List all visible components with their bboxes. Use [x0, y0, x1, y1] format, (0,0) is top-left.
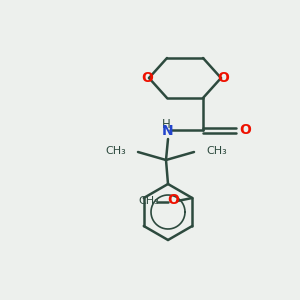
Text: O: O	[217, 71, 229, 85]
Text: CH₃: CH₃	[139, 196, 160, 206]
Text: CH₃: CH₃	[105, 146, 126, 156]
Text: O: O	[239, 123, 251, 137]
Text: O: O	[141, 71, 153, 85]
Text: H: H	[162, 118, 170, 130]
Text: N: N	[162, 124, 174, 138]
Text: CH₃: CH₃	[206, 146, 227, 156]
Text: O: O	[167, 193, 179, 207]
